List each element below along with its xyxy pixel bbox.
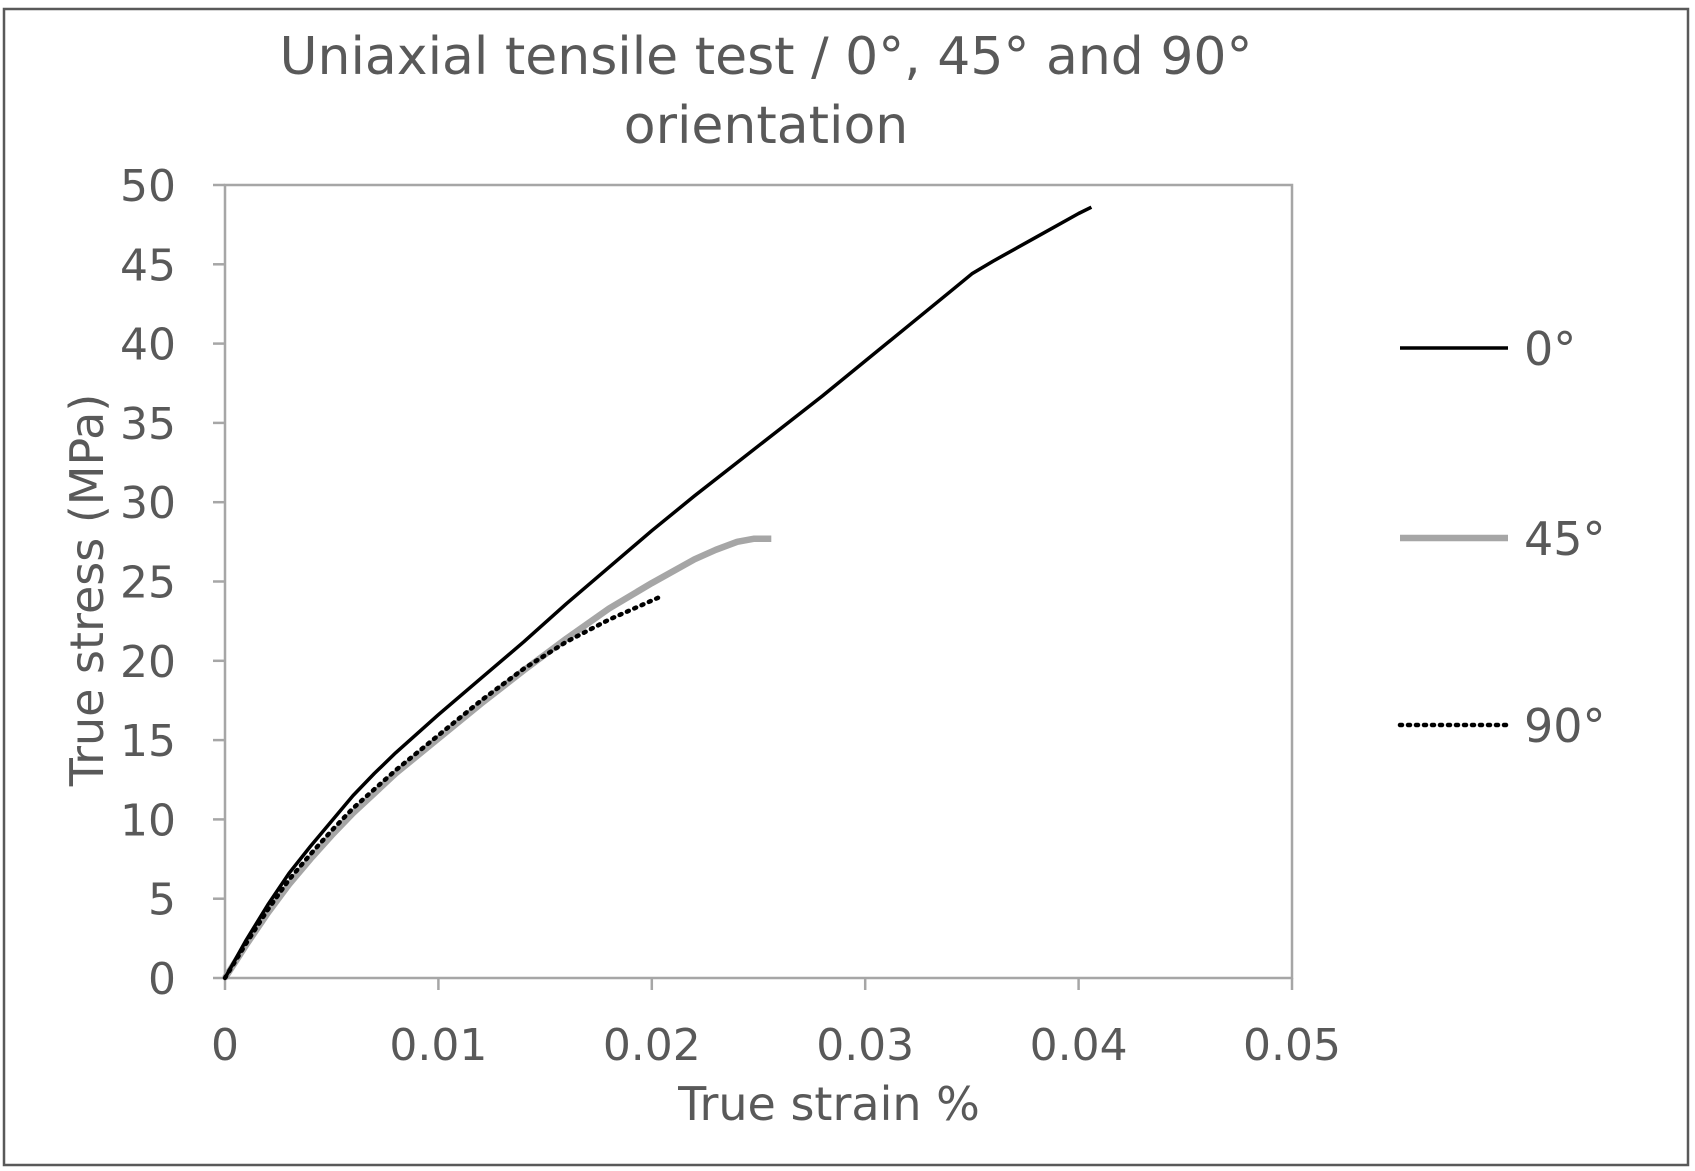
series-line-2 — [222, 593, 665, 981]
legend-label-2: 90° — [1524, 699, 1606, 753]
x-tick-label: 0 — [211, 1020, 239, 1071]
y-axis: 0 5 10 15 20 25 30 35 40 45 50 — [120, 161, 225, 1005]
x-tick-label: 0.01 — [389, 1020, 487, 1071]
series-layer — [222, 205, 1093, 981]
legend-label-1: 45° — [1524, 512, 1606, 566]
legend: 0° 45° 90° — [1397, 322, 1606, 753]
chart-title-line-2: orientation — [624, 96, 908, 156]
chart-frame — [2, 7, 1690, 1167]
y-axis-title: True stress (MPa) — [60, 394, 114, 788]
x-tick-label: 0.02 — [603, 1020, 701, 1071]
y-tick-label: 45 — [120, 240, 176, 291]
y-tick-label: 10 — [120, 795, 176, 846]
y-tick-label: 0 — [148, 954, 176, 1005]
series-line-1 — [222, 535, 772, 980]
y-tick-label: 20 — [120, 637, 176, 688]
y-tick-label: 25 — [120, 558, 176, 609]
y-tick-label: 35 — [120, 399, 176, 450]
series-line-0 — [223, 205, 1093, 979]
y-tick-label: 30 — [120, 478, 176, 529]
y-tick-label: 40 — [120, 320, 176, 371]
legend-label-0: 0° — [1524, 322, 1576, 376]
chart-title-line-1: Uniaxial tensile test / 0°, 45° and 90° — [279, 27, 1252, 87]
x-tick-label: 0.05 — [1243, 1020, 1341, 1071]
y-tick-label: 15 — [120, 716, 176, 767]
x-axis: 0 0.01 0.02 0.03 0.04 0.05 — [211, 978, 1341, 1071]
x-axis-title: True strain % — [677, 1077, 980, 1131]
y-tick-label: 5 — [148, 875, 176, 926]
y-tick-label: 50 — [120, 161, 176, 212]
x-tick-label: 0.03 — [816, 1020, 914, 1071]
x-tick-label: 0.04 — [1030, 1020, 1128, 1071]
